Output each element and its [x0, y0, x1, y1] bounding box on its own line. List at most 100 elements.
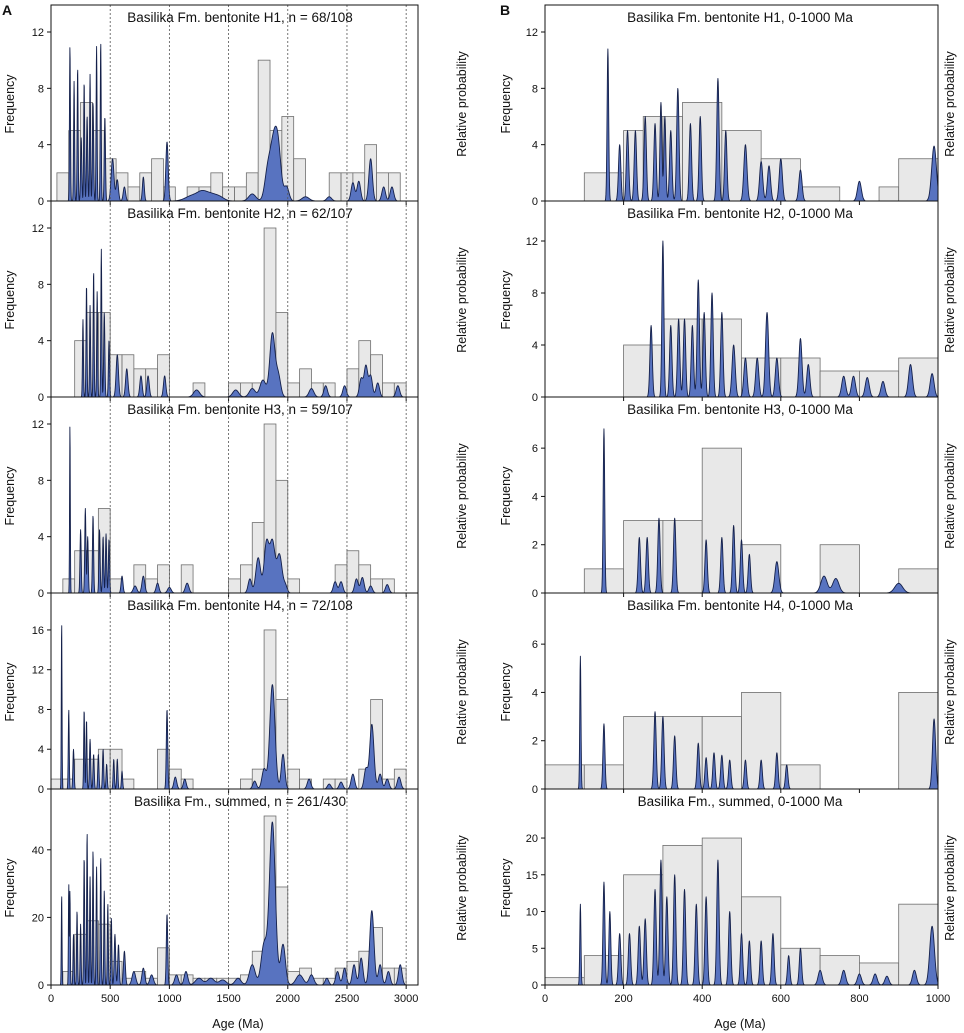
histogram-bar	[234, 186, 247, 202]
y-tick-label: 0	[532, 588, 538, 600]
y2-axis-label: Relative probability	[455, 442, 469, 548]
y-tick-label: 0	[38, 980, 44, 992]
chart-title: Basilika Fm. bentonite H2, n = 62/107	[127, 206, 353, 221]
histogram-bar	[287, 578, 301, 594]
histogram-bar	[151, 158, 164, 202]
x-tick-label: 0	[542, 993, 548, 1005]
histogram-bar	[287, 382, 301, 398]
histogram-bar	[701, 837, 742, 986]
x-tick-label: 1500	[216, 993, 240, 1005]
chart-b-h3: 0 2 4 6 Basilika Fm. bentonite H3, 0-1000 M…	[499, 396, 957, 600]
chart-title: Basilika Fm. bentonite H3, 0-1000 Ma	[627, 402, 853, 417]
y-axis-label: Frequency	[499, 74, 513, 134]
x-axis-label-b: Age (Ma)	[714, 1017, 765, 1031]
chart-title: Basilika Fm. bentonite H1, 0-1000 Ma	[627, 10, 853, 25]
chart-title: Basilika Fm. bentonite H1, n = 68/108	[127, 10, 353, 25]
y-tick-label: 0	[532, 196, 538, 208]
y2-axis-label: Relative probability	[455, 246, 469, 352]
y-axis-label: Frequency	[499, 858, 513, 918]
y-tick-label: 6	[532, 443, 538, 455]
y-tick-label: 8	[38, 704, 44, 716]
y-axis-label: Frequency	[3, 662, 17, 722]
y-tick-label: 4	[38, 744, 44, 756]
chart-a-summed: 0 20 40 0 500 1000 1500 2000 2500 3000 Basilika F…	[3, 788, 469, 1005]
x-tick-label: 200	[614, 993, 632, 1005]
histogram-bar	[293, 158, 306, 202]
chart-a-h3: 0 4 8 12 Basilika Fm. bentonite H3, n = 59/…	[3, 396, 469, 600]
y-tick-label: 4	[532, 687, 538, 699]
histogram-bar	[623, 344, 664, 398]
probability-curve	[544, 859, 939, 986]
chart-a-h4: 0 4 8 12 16 Basilika Fm. bentonite H4, n = 7…	[3, 592, 469, 796]
y-tick-label: 6	[532, 639, 538, 651]
y-tick-label: 8	[38, 83, 44, 95]
y-tick-label: 12	[32, 665, 44, 677]
histogram-bar	[859, 962, 900, 986]
histogram-bar	[328, 172, 342, 202]
x-tick-label: 500	[101, 993, 119, 1005]
y-axis-label: Frequency	[3, 466, 17, 526]
y-tick-label: 0	[532, 784, 538, 796]
histogram-bar	[382, 382, 395, 398]
y2-axis-label: Relative probability	[455, 834, 469, 940]
chart-a-h1: 0 4 8 12 Basilika Fm. bentonite H1, n = 68/…	[3, 4, 469, 208]
x-axis-label-a: Age (Ma)	[212, 1017, 263, 1031]
histogram-bar	[819, 955, 860, 986]
y-axis-label: Frequency	[3, 858, 17, 918]
y-tick-label: 4	[532, 340, 538, 352]
y-tick-label: 0	[532, 980, 538, 992]
y-axis-label: Frequency	[3, 74, 17, 134]
histogram-bar	[800, 186, 841, 202]
y-axis-label: Frequency	[3, 270, 17, 330]
x-tick-label: 1000	[157, 993, 181, 1005]
y2-axis-label: Relative probability	[943, 638, 957, 744]
y2-axis-label: Relative probability	[943, 50, 957, 156]
y-tick-label: 2	[532, 736, 538, 748]
y-tick-label: 4	[38, 140, 44, 152]
chart-b-h1: 0 4 8 12 Basilika Fm. bentonite H1, 0-1000 …	[499, 4, 957, 208]
y-tick-label: 10	[526, 907, 538, 919]
y-tick-label: 0	[38, 196, 44, 208]
probability-curve	[50, 821, 419, 986]
y2-axis-label: Relative probability	[943, 246, 957, 352]
chart-title: Basilika Fm. bentonite H4, n = 72/108	[127, 598, 353, 613]
y-tick-label: 12	[526, 27, 538, 39]
y-tick-label: 2	[532, 540, 538, 552]
y-tick-label: 20	[526, 833, 538, 845]
x-tick-label: 800	[850, 993, 868, 1005]
histogram-bar	[56, 172, 70, 202]
chart-title: Basilika Fm. bentonite H3, n = 59/107	[127, 402, 353, 417]
histogram-bar	[228, 578, 241, 594]
y-tick-label: 4	[38, 532, 44, 544]
y-tick-label: 15	[526, 870, 538, 882]
y2-axis-label: Relative probability	[455, 50, 469, 156]
histogram-bar	[662, 520, 703, 594]
panel-letter-a: A	[2, 2, 12, 18]
y-tick-label: 0	[38, 784, 44, 796]
y-axis-label: Frequency	[499, 270, 513, 330]
x-tick-label: 3000	[394, 993, 418, 1005]
y-tick-label: 12	[32, 27, 44, 39]
y-tick-label: 0	[38, 392, 44, 404]
plot-frame	[50, 788, 419, 986]
y-axis-label: Frequency	[499, 466, 513, 526]
chart-title: Basilika Fm. bentonite H2, 0-1000 Ma	[627, 206, 853, 221]
y-tick-label: 16	[32, 625, 44, 637]
chart-title: Basilika Fm., summed, n = 261/430	[134, 794, 346, 809]
chart-title: Basilika Fm., summed, 0-1000 Ma	[638, 794, 843, 809]
y-tick-label: 0	[532, 392, 538, 404]
histogram-bar	[74, 340, 87, 398]
y-tick-label: 0	[38, 588, 44, 600]
chart-a-h2: 0 4 8 12 Basilika Fm. bentonite H2, n = 62/…	[3, 200, 469, 404]
y-tick-label: 12	[526, 236, 538, 248]
y2-axis-label: Relative probability	[455, 638, 469, 744]
chart-b-h4: 0 2 4 6 Basilika Fm. bentonite H4, 0-1000 M…	[499, 592, 957, 796]
plot-frame	[544, 788, 939, 986]
y-tick-label: 8	[532, 83, 538, 95]
y-tick-label: 12	[32, 223, 44, 235]
histogram-bar	[127, 186, 141, 202]
chart-b-h2: 0 4 8 12 Basilika Fm. bentonite H2, 0-1000 …	[499, 200, 957, 404]
x-tick-label: 400	[693, 993, 711, 1005]
